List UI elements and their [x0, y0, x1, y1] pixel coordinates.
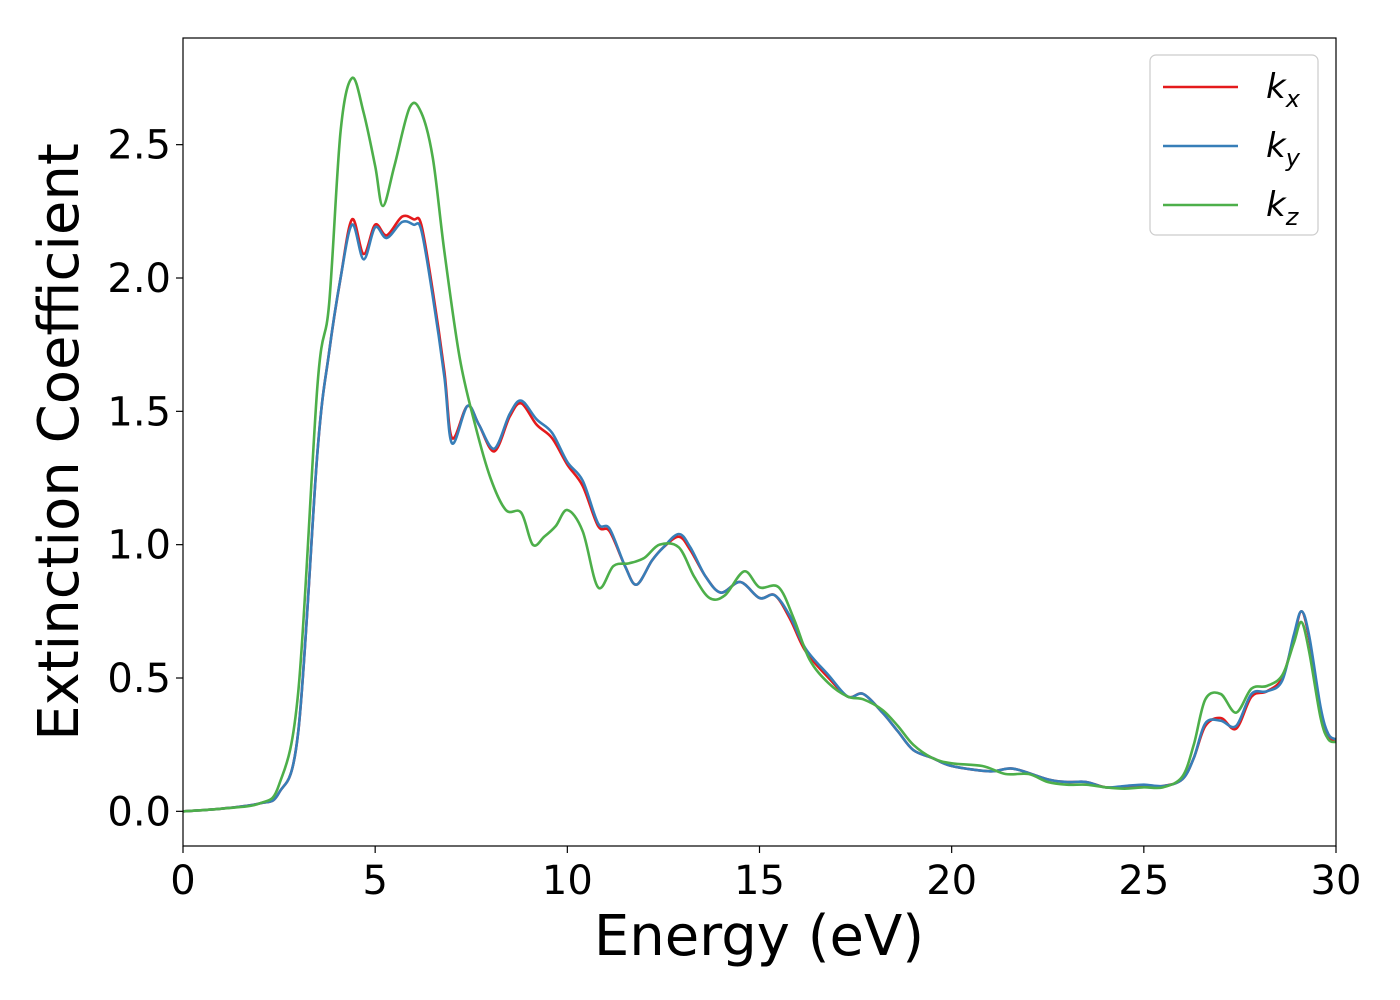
legend-label-kx: kx — [1266, 67, 1301, 113]
x-axis-ticks: 0 5 10 15 20 25 30 — [170, 846, 1361, 904]
y-tick-label: 1.0 — [107, 523, 171, 569]
legend-label-ky: ky — [1266, 126, 1301, 172]
x-tick-label: 5 — [362, 858, 387, 904]
y-tick-label: 0.5 — [107, 656, 171, 702]
legend-label-kz: kz — [1266, 185, 1300, 231]
x-axis-label: Energy (eV) — [594, 904, 924, 969]
x-tick-label: 30 — [1311, 858, 1362, 904]
y-tick-label: 1.5 — [107, 389, 171, 435]
x-tick-label: 10 — [542, 858, 593, 904]
y-axis-label: Extinction Coefficient — [27, 143, 92, 741]
y-tick-label: 0.0 — [107, 789, 171, 835]
series-line-ky — [183, 219, 1336, 813]
series-layer — [183, 76, 1336, 813]
series-line-kz — [183, 76, 1336, 813]
x-tick-label: 0 — [170, 858, 195, 904]
y-tick-label: 2.0 — [107, 256, 171, 302]
legend: kx ky kz — [1149, 54, 1319, 236]
x-tick-label: 15 — [734, 858, 785, 904]
y-tick-label: 2.5 — [107, 123, 171, 169]
y-axis-ticks: 0.0 0.5 1.0 1.5 2.0 2.5 — [107, 123, 183, 835]
x-tick-label: 20 — [926, 858, 977, 904]
x-tick-label: 25 — [1118, 858, 1169, 904]
